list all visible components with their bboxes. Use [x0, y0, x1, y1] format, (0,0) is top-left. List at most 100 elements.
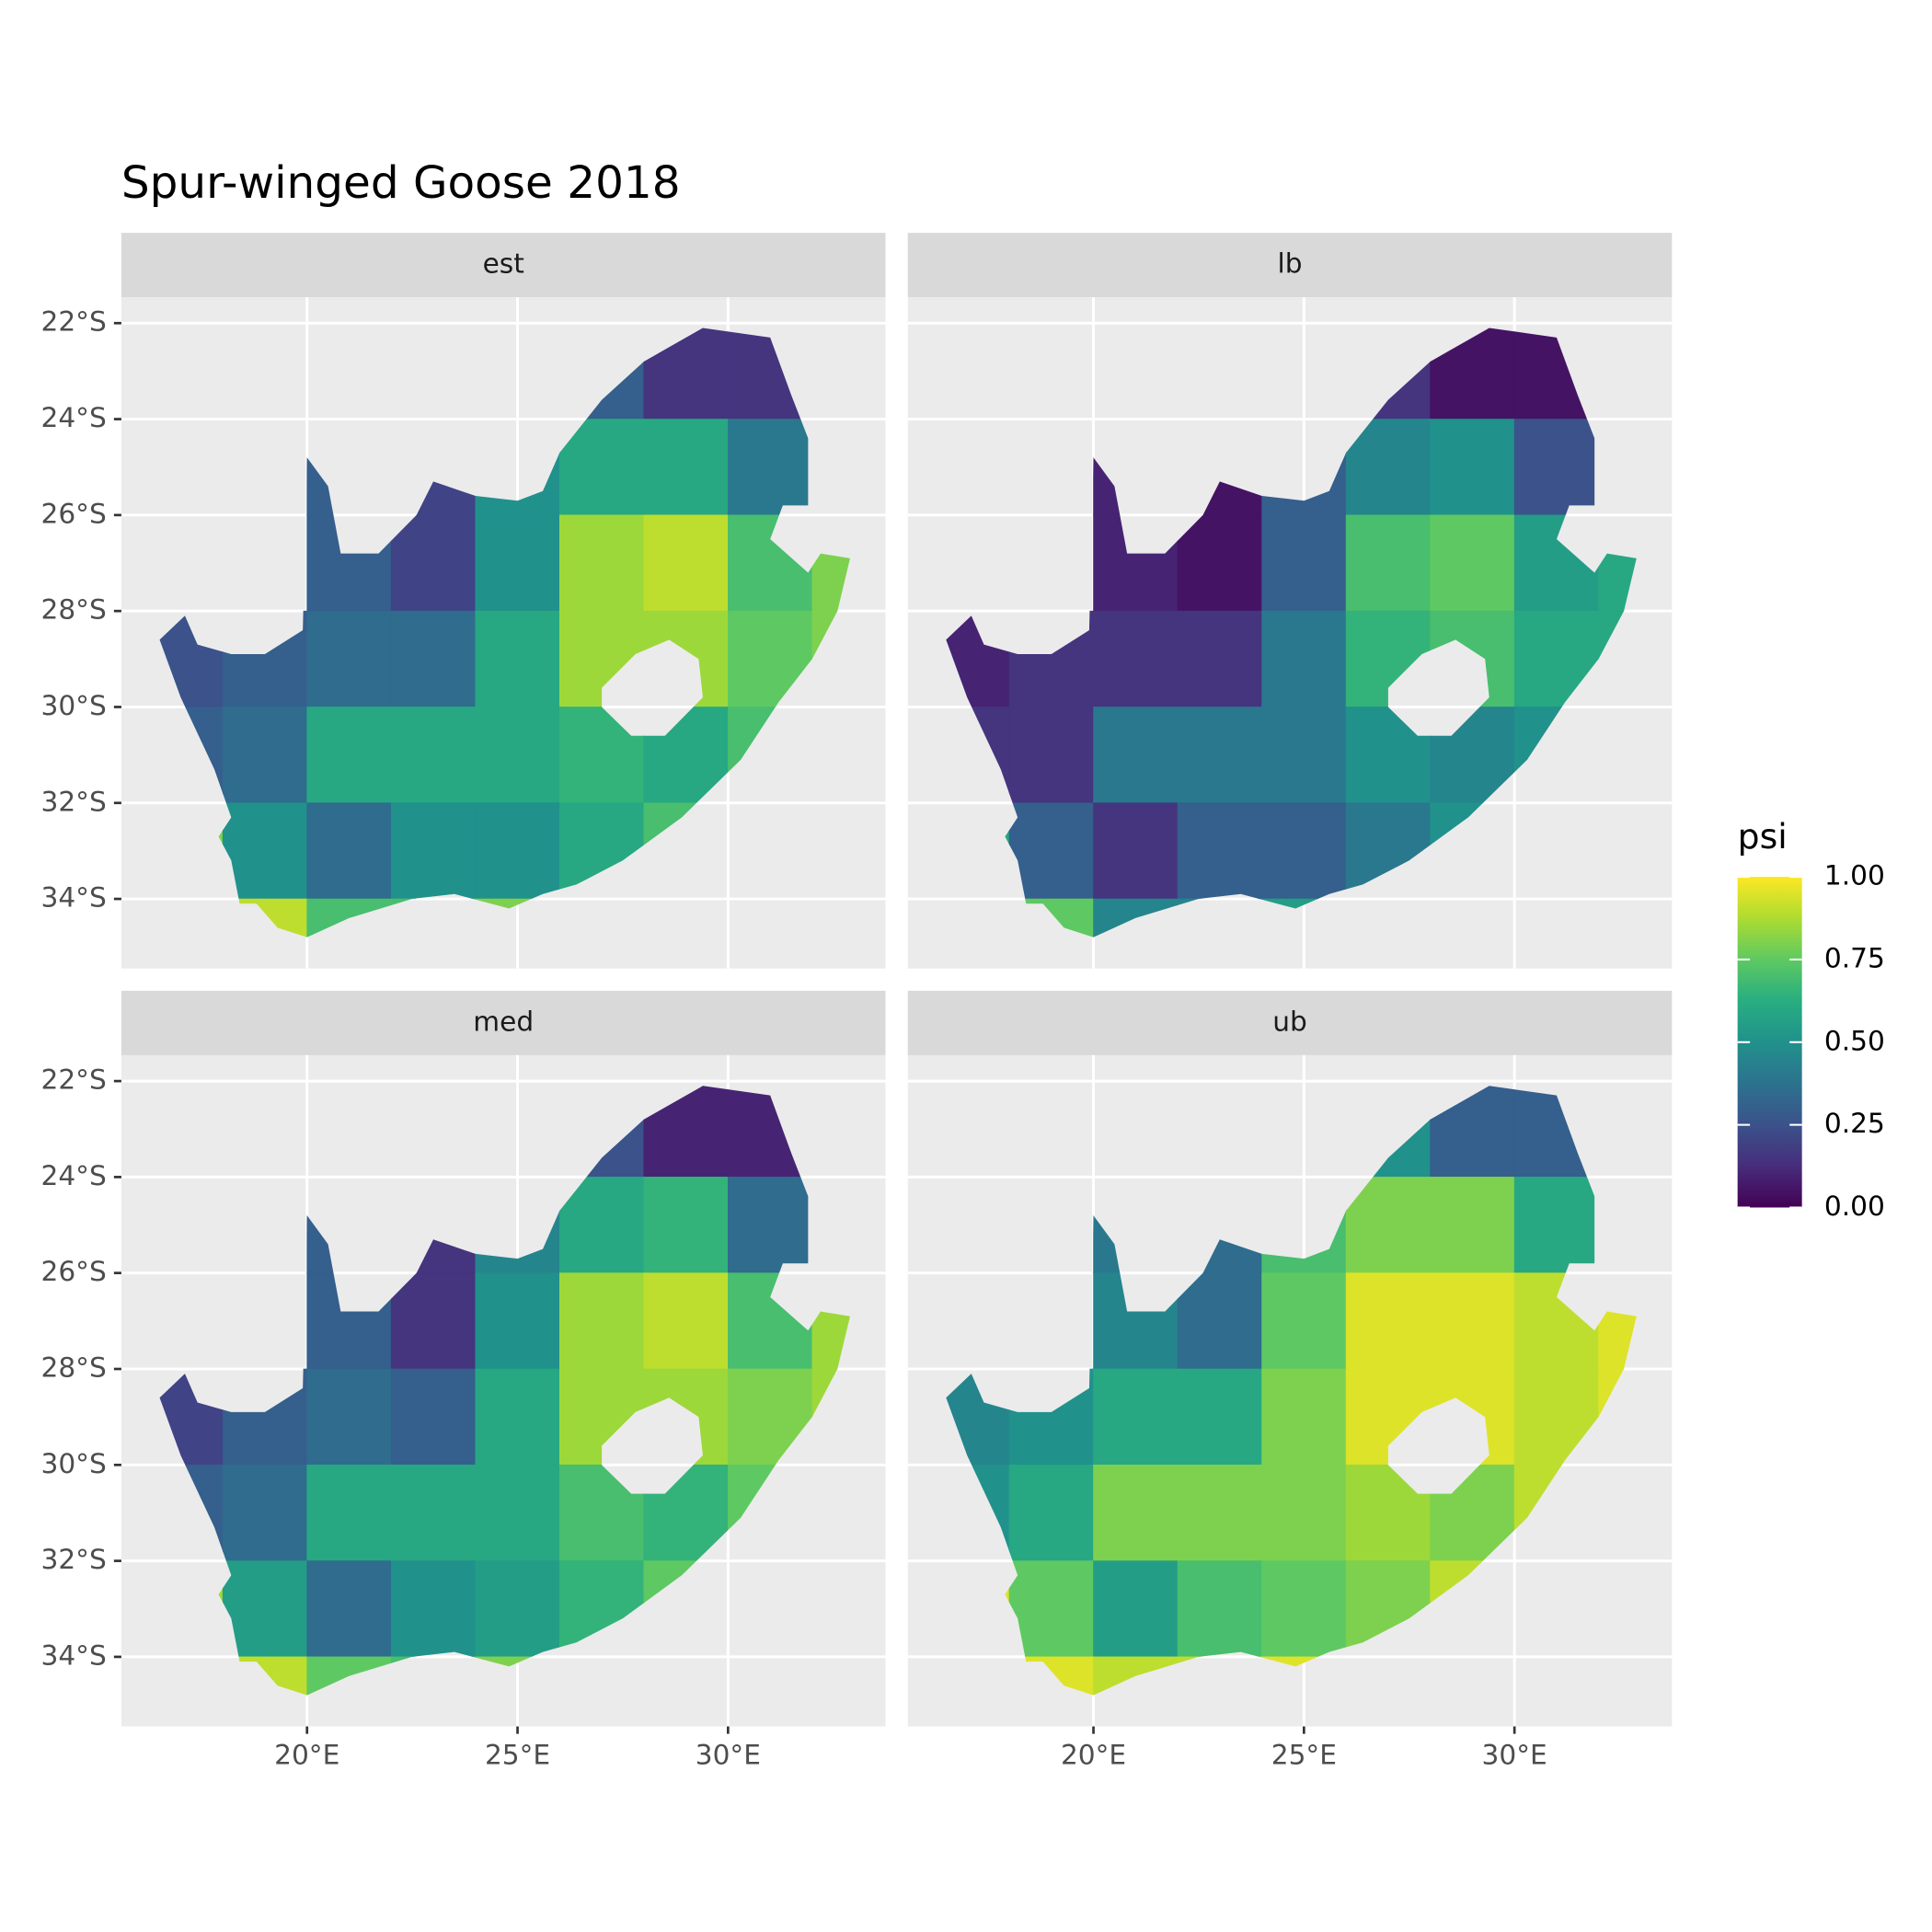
raster-cell — [1008, 1464, 1094, 1561]
raster-cell — [1345, 1272, 1431, 1370]
raster-cell — [1177, 610, 1262, 707]
raster-cell — [1430, 1272, 1515, 1370]
y-tick-label: 22°S — [40, 1064, 106, 1096]
y-tick-label: 26°S — [40, 498, 106, 529]
raster-cell — [390, 1560, 477, 1658]
raster-cell — [1177, 1560, 1262, 1658]
x-tick-label: 25°E — [1271, 1739, 1337, 1770]
raster-cell — [728, 419, 813, 516]
y-tick-label: 28°S — [40, 594, 106, 626]
raster-cell — [390, 1464, 477, 1561]
raster-cell — [1177, 1464, 1262, 1561]
raster-cell — [1093, 802, 1179, 900]
raster-cell — [475, 802, 560, 900]
raster-cell — [1177, 707, 1262, 804]
raster-cell — [306, 1560, 392, 1658]
raster-cell — [1008, 707, 1094, 804]
raster-cell — [728, 1177, 813, 1274]
raster-cell — [390, 802, 477, 900]
raster-cell — [1093, 610, 1179, 707]
raster-cell — [1008, 1560, 1094, 1658]
facet-label: lb — [1278, 248, 1303, 280]
legend-label: 0.25 — [1824, 1108, 1885, 1139]
raster-cell — [1093, 707, 1179, 804]
facet-label: med — [473, 1006, 534, 1037]
raster-cell — [475, 1464, 560, 1561]
raster-cell — [1177, 802, 1262, 900]
raster-cell — [222, 1464, 308, 1561]
raster-cell — [222, 707, 308, 804]
raster-cell — [1345, 514, 1431, 612]
raster-cell — [1177, 514, 1262, 612]
y-tick-label: 28°S — [40, 1352, 106, 1384]
y-tick-label: 32°S — [40, 786, 106, 817]
y-tick-label: 24°S — [40, 402, 106, 433]
raster-cell — [1261, 707, 1347, 804]
x-tick-label: 25°E — [485, 1739, 550, 1770]
legend-label: 0.00 — [1824, 1190, 1885, 1222]
y-tick-label: 22°S — [40, 306, 106, 338]
y-tick-label: 24°S — [40, 1160, 106, 1191]
raster-cell — [475, 1272, 560, 1370]
facet-strip — [907, 990, 1673, 1055]
x-tick-label: 30°E — [696, 1739, 761, 1770]
legend-title: psi — [1738, 816, 1788, 857]
raster-cell — [1008, 802, 1094, 900]
facet-label: est — [483, 248, 524, 280]
legend-label: 1.00 — [1824, 860, 1885, 891]
raster-cell — [390, 1272, 477, 1370]
raster-cell — [390, 1368, 477, 1466]
x-tick-label: 20°E — [1061, 1739, 1126, 1770]
raster-cell — [1513, 1177, 1600, 1274]
x-tick-label: 20°E — [274, 1739, 339, 1770]
raster-cell — [475, 707, 560, 804]
raster-cell — [306, 1464, 392, 1561]
chart-title: Spur-winged Goose 2018 — [121, 157, 681, 209]
y-tick-label: 26°S — [40, 1256, 106, 1287]
raster-cell — [1177, 1368, 1262, 1466]
raster-cell — [1261, 1272, 1347, 1370]
raster-cell — [222, 1560, 308, 1658]
raster-cell — [643, 1177, 729, 1274]
raster-cell — [558, 514, 645, 612]
raster-cell — [306, 707, 392, 804]
y-tick-label: 34°S — [40, 882, 106, 914]
facet-strip — [907, 233, 1673, 298]
facet-strip — [121, 233, 886, 298]
raster-cell — [390, 514, 477, 612]
raster-cell — [306, 1368, 392, 1466]
raster-cell — [643, 1272, 729, 1370]
raster-cell — [1093, 1464, 1179, 1561]
y-tick-label: 34°S — [40, 1639, 106, 1671]
raster-cell — [1430, 419, 1515, 516]
raster-cell — [1261, 610, 1347, 707]
legend-label: 0.50 — [1824, 1025, 1885, 1056]
y-tick-label: 32°S — [40, 1544, 106, 1575]
raster-cell — [1513, 419, 1600, 516]
x-tick-label: 30°E — [1482, 1739, 1547, 1770]
raster-cell — [1261, 1368, 1347, 1466]
raster-cell — [222, 802, 308, 900]
raster-cell — [643, 419, 729, 516]
raster-cell — [475, 1368, 560, 1466]
raster-cell — [1261, 1464, 1347, 1561]
raster-cell — [475, 514, 560, 612]
facet-strip — [121, 990, 886, 1055]
raster-cell — [1261, 514, 1347, 612]
raster-cell — [1093, 1560, 1179, 1658]
raster-cell — [475, 1560, 560, 1658]
y-tick-label: 30°S — [40, 690, 106, 721]
raster-cell — [1093, 1368, 1179, 1466]
y-tick-label: 30°S — [40, 1448, 106, 1479]
raster-cell — [306, 802, 392, 900]
raster-cell — [1430, 514, 1515, 612]
facet-label: ub — [1272, 1006, 1307, 1037]
raster-cell — [558, 1272, 645, 1370]
raster-cell — [390, 707, 477, 804]
raster-cell — [1430, 1177, 1515, 1274]
raster-cell — [475, 610, 560, 707]
raster-cell — [643, 514, 729, 612]
raster-cell — [1177, 1272, 1262, 1370]
raster-cell — [306, 610, 392, 707]
